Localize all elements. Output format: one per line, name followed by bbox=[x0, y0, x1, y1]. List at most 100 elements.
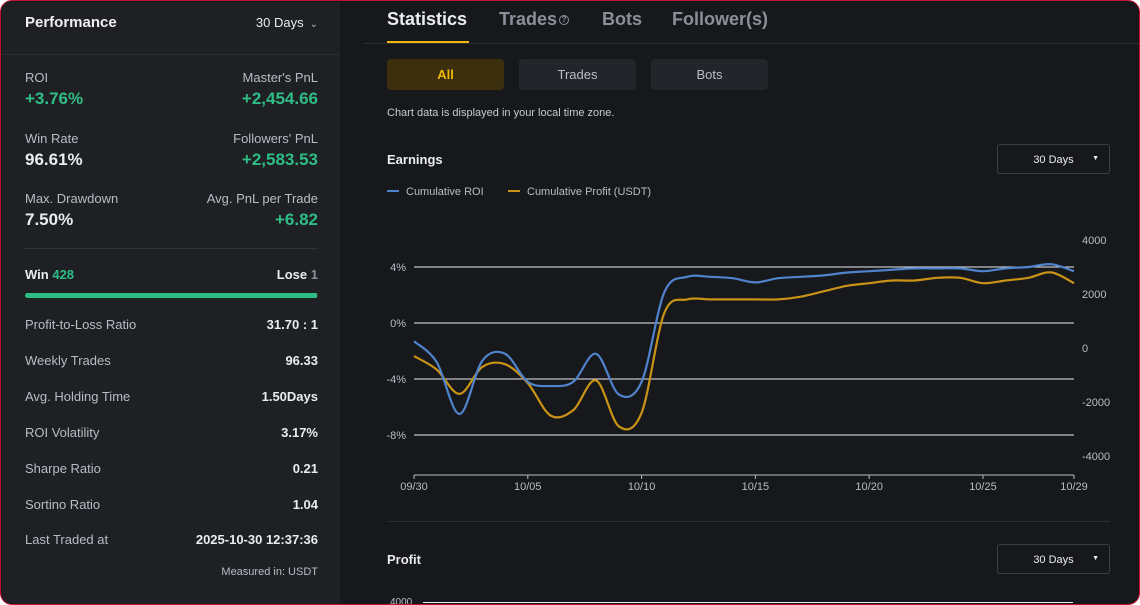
lose-count-label: Lose 1 bbox=[277, 267, 318, 282]
max-drawdown-stat: Max. Drawdown 7.50% bbox=[25, 191, 118, 230]
tab-label: Trades bbox=[499, 9, 558, 29]
profit-gridline bbox=[423, 602, 1073, 603]
legend-roi-label: Cumulative ROI bbox=[406, 186, 484, 198]
y-left-tick-label: 0% bbox=[390, 318, 406, 330]
legend-roi-swatch bbox=[387, 190, 399, 192]
metric-value: 0.21 bbox=[292, 461, 318, 476]
masters-pnl-label: Master's PnL bbox=[242, 70, 318, 85]
tab-trades[interactable]: Trades? bbox=[499, 9, 570, 30]
x-tick-label: 10/20 bbox=[855, 481, 883, 493]
caret-down-icon: ▼ bbox=[1092, 155, 1099, 162]
earnings-range-label: 30 Days bbox=[1033, 154, 1074, 166]
legend-profit-swatch bbox=[508, 190, 520, 192]
followers-pnl-value: +2,583.53 bbox=[241, 150, 318, 169]
x-tick-label: 10/10 bbox=[628, 481, 656, 493]
tab-followers[interactable]: Follower(s) bbox=[672, 9, 768, 30]
profit-range-label: 30 Days bbox=[1033, 554, 1074, 566]
followers-pnl-label: Followers' PnL bbox=[233, 131, 318, 146]
measured-in-note: Measured in: USDT bbox=[221, 566, 318, 578]
metric-value: 1.50Days bbox=[261, 389, 318, 404]
earnings-title: Earnings bbox=[387, 152, 443, 167]
followers-pnl-stat: Followers' PnL +2,583.53 bbox=[233, 131, 318, 170]
max-drawdown-label: Max. Drawdown bbox=[25, 191, 119, 206]
y-left-tick-label: 4% bbox=[390, 262, 406, 274]
header-divider bbox=[2, 54, 340, 55]
y-left-tick-label: -8% bbox=[386, 430, 406, 442]
performance-range-label: 30 Days bbox=[255, 15, 304, 30]
earnings-range-select[interactable]: 30 Days ▼ bbox=[997, 144, 1110, 174]
legend-roi: Cumulative ROI bbox=[387, 186, 484, 198]
series-line-roi bbox=[413, 262, 1075, 416]
y-right-tick-label: 0 bbox=[1082, 343, 1088, 355]
x-tick-label: 10/25 bbox=[969, 481, 997, 493]
metric-value: 96.33 bbox=[285, 353, 318, 368]
win-count-label: Win 428 bbox=[25, 267, 74, 282]
metric-row: Avg. Holding Time 1.50Days bbox=[25, 389, 318, 407]
metric-label: ROI Volatility bbox=[25, 425, 100, 440]
win-bar-fill bbox=[25, 293, 318, 298]
tabs-divider bbox=[364, 43, 1139, 44]
segment-trades[interactable]: Trades bbox=[519, 59, 636, 90]
win-rate-value: 96.61% bbox=[25, 150, 83, 169]
metric-label: Profit-to-Loss Ratio bbox=[25, 317, 137, 332]
win-rate-stat: Win Rate 96.61% bbox=[25, 131, 83, 170]
metric-label: Last Traded at bbox=[25, 532, 109, 547]
metric-label: Sortino Ratio bbox=[25, 497, 101, 512]
max-drawdown-value: 7.50% bbox=[25, 210, 74, 229]
win-rate-label: Win Rate bbox=[25, 131, 79, 146]
masters-pnl-value: +2,454.66 bbox=[241, 89, 318, 108]
y-right-tick-label: -2000 bbox=[1082, 397, 1110, 409]
avg-pnl-label: Avg. PnL per Trade bbox=[206, 191, 318, 206]
tab-label: Follower(s) bbox=[672, 9, 769, 29]
win-count: 428 bbox=[52, 267, 75, 282]
tab-label: Statistics bbox=[387, 9, 468, 29]
win-lose-bar bbox=[25, 293, 318, 298]
active-tab-underline bbox=[387, 41, 469, 43]
metric-value: 3.17% bbox=[281, 425, 318, 440]
metric-row: Last Traded at 2025-10-30 12:37:36 bbox=[25, 532, 318, 550]
metric-label: Sharpe Ratio bbox=[25, 461, 101, 476]
x-tick-label: 10/15 bbox=[742, 481, 770, 493]
performance-header: Performance 30 Days ⌄ bbox=[25, 14, 318, 34]
legend-profit-label: Cumulative Profit (USDT) bbox=[527, 186, 652, 198]
y-right-tick-label: -4000 bbox=[1082, 451, 1110, 463]
metric-row: Sharpe Ratio 0.21 bbox=[25, 461, 318, 479]
y-right-tick-label: 2000 bbox=[1082, 289, 1106, 301]
win-label: Win bbox=[25, 267, 49, 282]
section-divider bbox=[387, 521, 1110, 522]
metric-value: 31.70 : 1 bbox=[266, 317, 318, 332]
win-lose-row: Win 428 Lose 1 bbox=[25, 267, 318, 285]
segment-all[interactable]: All bbox=[387, 59, 504, 90]
legend-profit: Cumulative Profit (USDT) bbox=[508, 186, 651, 198]
lose-count: 1 bbox=[310, 267, 318, 282]
stats-divider bbox=[25, 248, 318, 249]
segment-bots[interactable]: Bots bbox=[651, 59, 768, 90]
performance-panel: Performance 30 Days ⌄ ROI +3.76% Master's… bbox=[2, 2, 340, 604]
performance-range-dropdown[interactable]: 30 Days ⌄ bbox=[256, 15, 318, 30]
roi-value: +3.76% bbox=[25, 89, 84, 108]
series-line-profit bbox=[413, 271, 1075, 431]
metric-row: Weekly Trades 96.33 bbox=[25, 353, 318, 371]
avg-pnl-stat: Avg. PnL per Trade +6.82 bbox=[207, 191, 318, 230]
y-left-tick-label: -4% bbox=[386, 374, 406, 386]
x-tick-label: 10/05 bbox=[514, 481, 542, 493]
chevron-down-icon: ⌄ bbox=[309, 19, 318, 30]
profit-axis-label: 4000 bbox=[390, 597, 413, 605]
tab-statistics[interactable]: Statistics bbox=[387, 9, 467, 30]
metric-value: 2025-10-30 12:37:36 bbox=[195, 532, 318, 547]
profit-title: Profit bbox=[387, 552, 421, 567]
metric-label: Avg. Holding Time bbox=[25, 389, 131, 404]
tab-bots[interactable]: Bots bbox=[602, 9, 642, 30]
lose-label: Lose bbox=[276, 267, 308, 282]
avg-pnl-value: +6.82 bbox=[274, 210, 318, 229]
profit-range-select[interactable]: 30 Days ▼ bbox=[997, 544, 1110, 574]
x-tick-label: 09/30 bbox=[400, 481, 428, 493]
roi-label: ROI bbox=[25, 70, 49, 85]
performance-title: Performance bbox=[25, 14, 117, 31]
help-icon[interactable]: ? bbox=[559, 15, 570, 25]
metric-value: 1.04 bbox=[292, 497, 318, 512]
metric-row: ROI Volatility 3.17% bbox=[25, 425, 318, 443]
caret-down-icon: ▼ bbox=[1092, 555, 1099, 562]
metric-row: Sortino Ratio 1.04 bbox=[25, 497, 318, 515]
